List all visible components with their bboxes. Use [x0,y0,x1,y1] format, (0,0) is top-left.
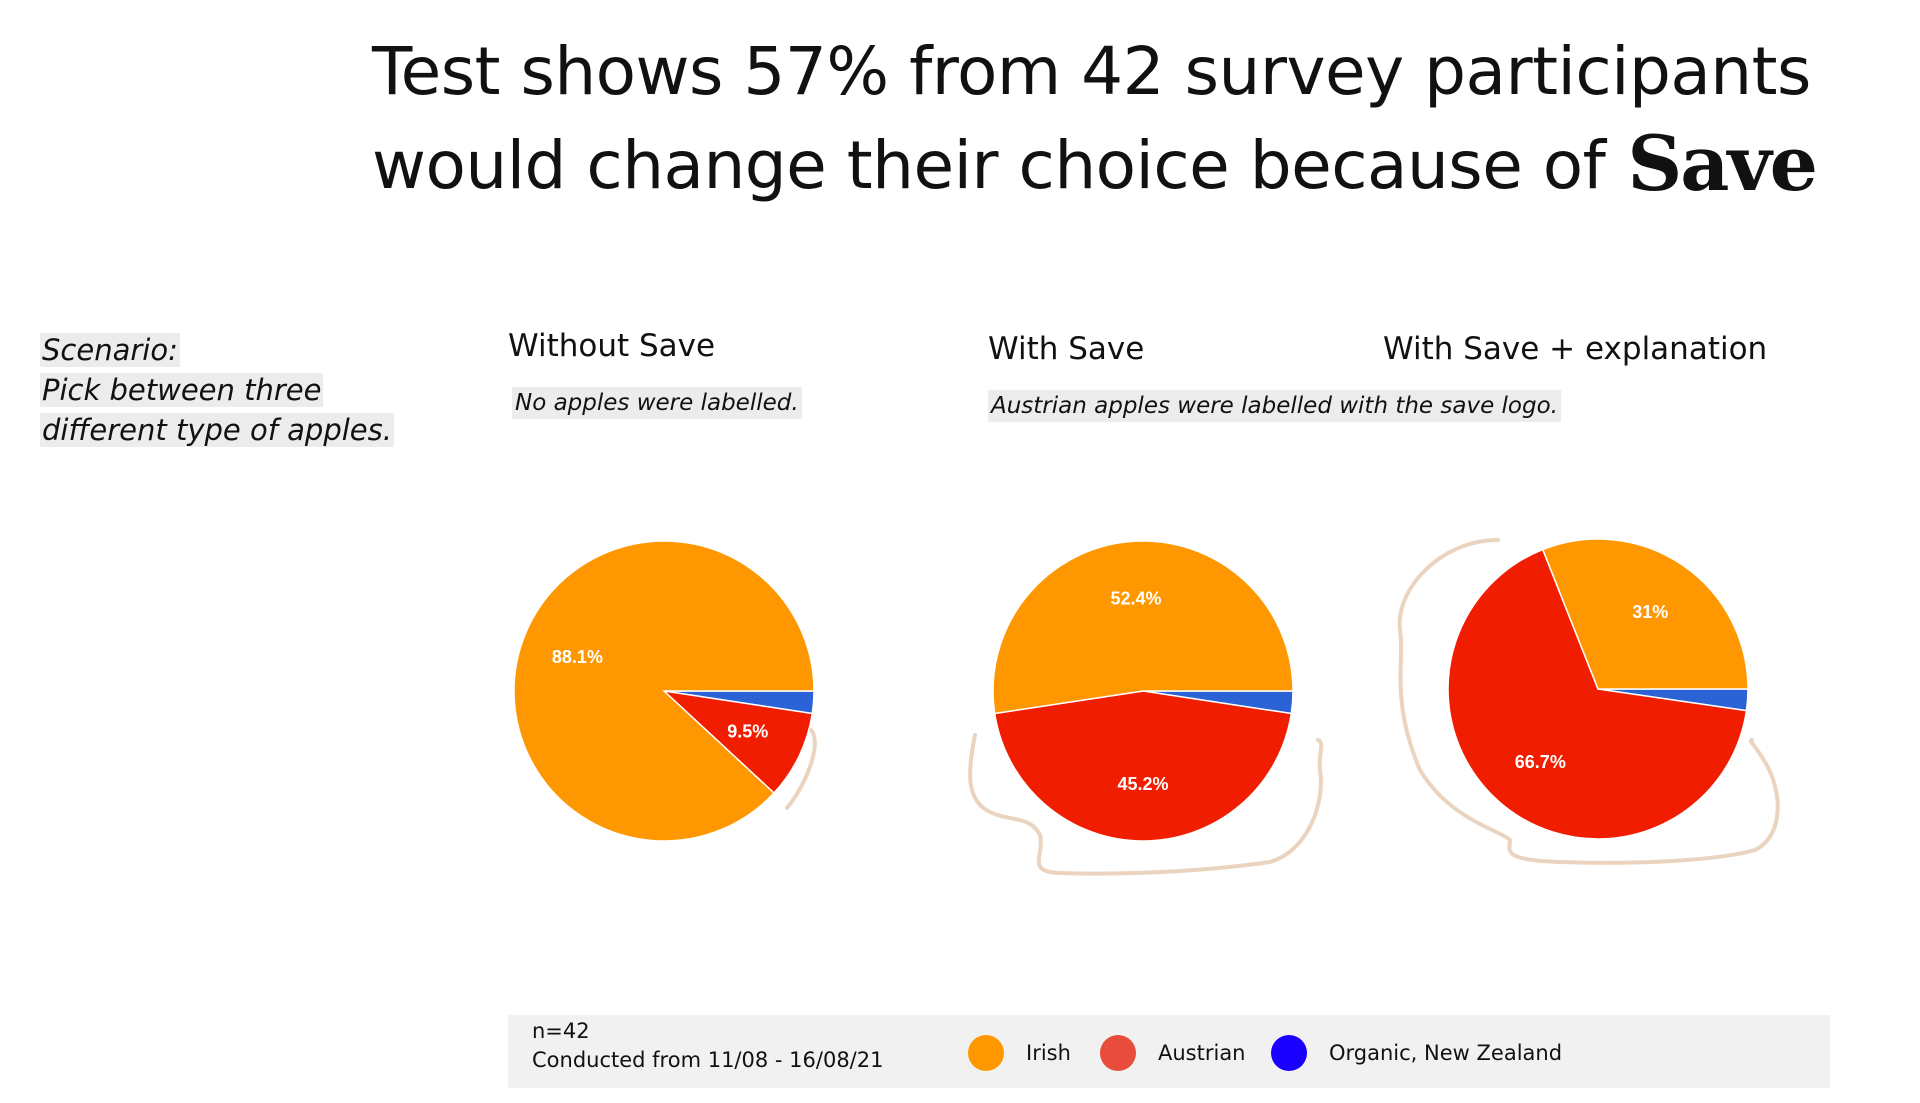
legend-item-austrian: Austrian [1100,1035,1246,1071]
legend-item-irish: Irish [968,1035,1071,1071]
legend-swatch-irish [968,1035,1004,1071]
pie-chart-without-save: 9.5% 88.1% [513,540,815,842]
survey-period: Conducted from 11/08 - 16/08/21 [532,1048,884,1072]
pie-slice-austrian [993,690,1293,842]
legend-label-organic-new-zealand: Organic, New Zealand [1329,1041,1563,1065]
pie-label-irish: 31% [1632,602,1668,622]
chart-title-without-save: Without Save [508,328,716,364]
legend-label-irish: Irish [1026,1041,1071,1065]
pie-slice-irish [992,540,1294,715]
legend-item-organic-new-zealand: Organic, New Zealand [1271,1035,1562,1071]
pie-chart-with-save: 45.2% 52.4% [992,540,1294,842]
legend-footer: n=42 Conducted from 11/08 - 16/08/21 Iri… [508,1015,1830,1088]
scenario-label: Scenario: [40,333,180,367]
survey-meta: n=42 Conducted from 11/08 - 16/08/21 [532,1017,883,1075]
highlight-stroke [785,728,817,810]
chart-title-with-save: With Save [988,331,1145,367]
pie-chart-with-save-explanation: 66.7% 31% [1447,538,1749,840]
pie-label-austrian: 66.7% [1515,752,1566,772]
chart-note-without-save: No apples were labelled. [512,387,802,419]
pie-slice-irish [1541,538,1749,690]
scenario-block: Scenario: Pick between three different t… [40,330,394,450]
chart-note-with-save: Austrian apples were labelled with the s… [988,390,1561,422]
chart-title-with-save-explanation: With Save + explanation [1383,331,1768,367]
pie-slice-austrian [661,689,814,795]
scenario-line-1: Pick between three [40,373,324,407]
highlight-stroke [1397,538,1780,865]
headline: Test shows 57% from 42 survey participan… [372,26,1872,212]
headline-text: Test shows 57% from 42 survey participan… [372,33,1811,204]
sample-size: n=42 [532,1019,590,1043]
save-logo: Save [1627,119,1818,208]
pie-label-irish: 88.1% [552,647,603,667]
pie-slice-irish [513,540,815,842]
legend-label-austrian: Austrian [1158,1041,1246,1065]
highlight-stroke [968,733,1324,876]
pie-label-austrian: 45.2% [1117,774,1168,794]
legend-swatch-organic-new-zealand [1271,1035,1307,1071]
pie-label-irish: 52.4% [1110,588,1161,608]
scenario-line-2: different type of apples. [40,413,394,447]
pie-label-austrian: 9.5% [727,721,768,741]
pie-slice-austrian [1447,548,1748,840]
legend-swatch-austrian [1100,1035,1136,1071]
